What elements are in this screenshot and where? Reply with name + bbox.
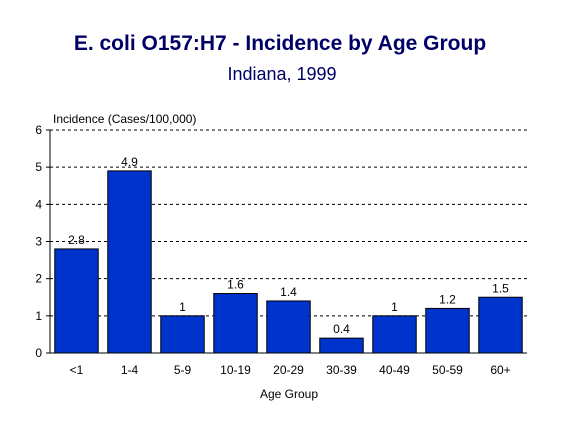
bar (425, 307, 470, 354)
bar (372, 315, 417, 354)
y-tick-label: 4 (35, 197, 42, 211)
x-tick-label: 40-49 (379, 363, 410, 377)
x-tick-label: 60+ (490, 363, 510, 377)
data-label: 1 (179, 300, 186, 314)
x-tick-label: 5-9 (174, 363, 192, 377)
x-ticks: <1 1-4 5-9 10-19 20-29 30-39 40-49 50-59 60+ (70, 363, 511, 377)
y-tick-label: 2 (35, 272, 42, 286)
x-tick-label: 20-29 (273, 363, 304, 377)
bars (54, 170, 523, 354)
x-axis-label: Age Group (260, 387, 318, 401)
data-label: 1.2 (439, 292, 456, 306)
bar (266, 300, 311, 354)
y-axis-label: Incidence (Cases/100,000) (53, 112, 196, 126)
data-label: 2.8 (68, 233, 85, 247)
bar (160, 315, 205, 354)
data-label: 1.5 (492, 281, 509, 295)
y-tick-label: 0 (35, 346, 42, 360)
y-ticks: 0 1 2 3 4 5 6 (35, 123, 50, 360)
bar (319, 337, 364, 354)
data-label: 1.6 (227, 278, 244, 292)
y-tick-label: 5 (35, 160, 42, 174)
y-tick-label: 6 (35, 123, 42, 137)
data-label: 1.4 (280, 285, 297, 299)
y-tick-label: 1 (35, 309, 42, 323)
x-tick-label: 30-39 (326, 363, 357, 377)
bar (213, 293, 258, 354)
bar (107, 170, 152, 354)
x-tick-label: <1 (70, 363, 84, 377)
data-labels: 2.8 4.9 1 1.6 1.4 0.4 1 1.2 1.5 (68, 155, 509, 336)
data-label: 0.4 (333, 322, 350, 336)
x-tick-label: 1-4 (121, 363, 139, 377)
chart-subtitle: Indiana, 1999 (227, 64, 336, 84)
data-label: 1 (391, 300, 398, 314)
x-tick-label: 50-59 (432, 363, 463, 377)
data-label: 4.9 (121, 155, 138, 169)
bar (54, 248, 99, 354)
chart-title: E. coli O157:H7 - Incidence by Age Group (74, 32, 486, 55)
x-tick-label: 10-19 (220, 363, 251, 377)
y-tick-label: 3 (35, 235, 42, 249)
bar (478, 296, 523, 354)
